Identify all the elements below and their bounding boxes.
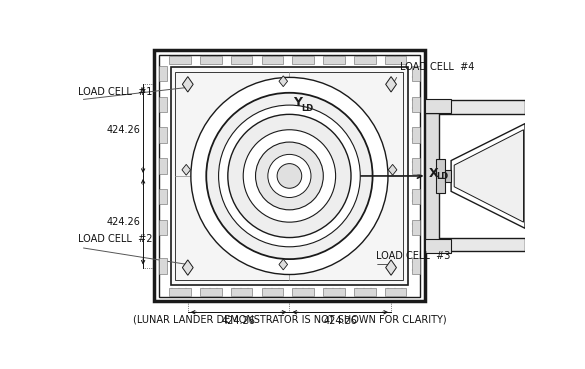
Bar [154,51,425,301]
Bar [261,288,283,296]
Bar [324,56,345,63]
Bar [169,56,191,63]
Bar [425,238,525,251]
Bar [292,288,314,296]
Polygon shape [386,77,397,92]
Polygon shape [454,130,524,222]
Circle shape [207,93,373,259]
Polygon shape [279,76,288,87]
Bar [176,72,404,280]
Bar [445,170,451,182]
Circle shape [228,114,351,238]
Bar [385,56,407,63]
Text: 424.26: 424.26 [324,316,357,326]
Bar [159,127,167,143]
Text: (LUNAR LANDER DEMONSTRATOR IS NOT SHOWN FOR CLARITY): (LUNAR LANDER DEMONSTRATOR IS NOT SHOWN … [133,315,446,325]
Bar [159,220,167,235]
Polygon shape [388,165,397,175]
Text: 424.26: 424.26 [222,316,256,326]
Bar [159,97,167,112]
Text: 424.26: 424.26 [106,217,140,227]
Bar [425,100,525,114]
Text: LD: LD [301,104,313,113]
Text: LOAD CELL  #4: LOAD CELL #4 [400,62,474,72]
Polygon shape [183,260,193,275]
Bar [159,189,167,204]
Polygon shape [451,124,525,228]
Polygon shape [386,260,397,275]
Bar [412,66,419,81]
Bar [385,288,407,296]
Text: 424.26: 424.26 [106,125,140,135]
Bar [159,158,167,174]
Text: Y: Y [293,96,302,109]
Bar [231,56,253,63]
Circle shape [219,105,360,247]
Bar [354,56,376,63]
Bar [436,159,445,193]
Text: LOAD CELL  #2: LOAD CELL #2 [78,234,152,245]
Polygon shape [182,165,191,175]
Bar [200,288,222,296]
Bar [200,56,222,63]
Bar [169,288,191,296]
Bar [412,189,419,204]
Bar [425,113,439,251]
Circle shape [256,142,324,210]
Bar [354,288,376,296]
Circle shape [277,163,302,188]
Text: LOAD CELL  #1: LOAD CELL #1 [78,87,152,97]
Bar [231,288,253,296]
Bar [412,258,419,274]
Bar [412,97,419,112]
Bar [159,258,167,274]
Text: LD: LD [436,172,449,181]
Bar [292,56,314,63]
Text: X: X [429,167,438,180]
Bar [171,68,408,284]
Bar [324,288,345,296]
Text: LOAD CELL  #3: LOAD CELL #3 [376,251,451,261]
Bar [159,66,167,81]
Bar [412,127,419,143]
Polygon shape [183,77,193,92]
Circle shape [243,130,336,222]
Bar [159,55,420,297]
Polygon shape [279,259,288,270]
Bar [425,239,451,253]
Bar [412,158,419,174]
Bar [261,56,283,63]
Circle shape [268,154,311,197]
Circle shape [191,77,388,275]
Bar [412,220,419,235]
Bar [425,99,451,113]
